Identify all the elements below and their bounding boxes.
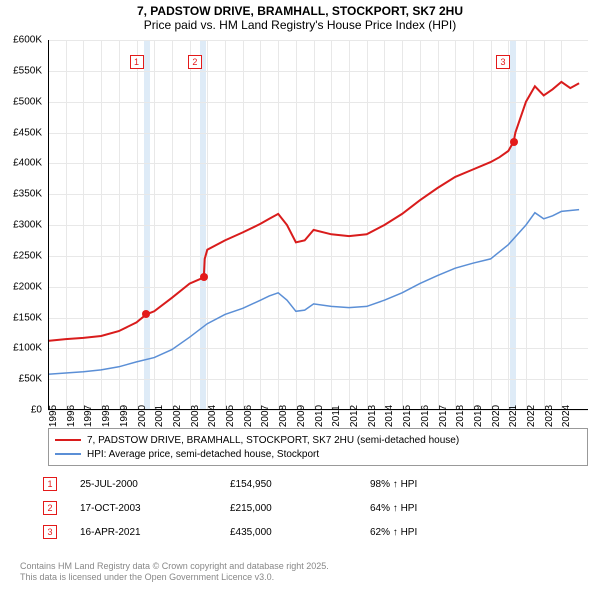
x-tick-label: 2006 (243, 405, 254, 427)
title-area: 7, PADSTOW DRIVE, BRAMHALL, STOCKPORT, S… (0, 0, 600, 34)
table-row: 2 17-OCT-2003£215,00064% ↑ HPI (20, 496, 580, 520)
chart-plot: 123 £0£50K£100K£150K£200K£250K£300K£350K… (48, 40, 588, 410)
sale-price: £154,950 (230, 479, 370, 490)
footer-line2: This data is licensed under the Open Gov… (20, 572, 329, 584)
y-axis (48, 40, 49, 410)
x-tick-label: 2008 (278, 405, 289, 427)
legend-row: HPI: Average price, semi-detached house,… (55, 447, 581, 461)
x-tick-label: 2010 (314, 405, 325, 427)
footer-line1: Contains HM Land Registry data © Crown c… (20, 561, 329, 573)
series-hpi (48, 210, 579, 375)
y-tick-label: £200K (0, 281, 42, 292)
x-tick-label: 2018 (455, 405, 466, 427)
y-tick-label: £300K (0, 220, 42, 231)
x-tick-label: 2022 (526, 405, 537, 427)
sale-pct: 62% ↑ HPI (370, 527, 550, 538)
table-row: 1 25-JUL-2000£154,95098% ↑ HPI (20, 472, 580, 496)
sale-pct: 98% ↑ HPI (370, 479, 550, 490)
x-tick-label: 2021 (508, 405, 519, 427)
table-marker-ref: 3 (43, 525, 57, 539)
sale-pct: 64% ↑ HPI (370, 503, 550, 514)
y-tick-label: £550K (0, 65, 42, 76)
legend-label: 7, PADSTOW DRIVE, BRAMHALL, STOCKPORT, S… (87, 435, 459, 446)
sale-table: 1 25-JUL-2000£154,95098% ↑ HPI 2 17-OCT-200… (20, 472, 580, 544)
y-tick-label: £450K (0, 127, 42, 138)
y-tick-label: £400K (0, 158, 42, 169)
sale-price: £215,000 (230, 503, 370, 514)
y-tick-label: £250K (0, 250, 42, 261)
sale-marker-1: 1 (130, 55, 144, 69)
x-tick-label: 2017 (438, 405, 449, 427)
legend-swatch (55, 453, 81, 455)
x-tick-label: 2016 (420, 405, 431, 427)
y-tick-label: £500K (0, 96, 42, 107)
y-tick-label: £350K (0, 189, 42, 200)
x-tick-label: 1996 (66, 405, 77, 427)
x-tick-label: 2012 (349, 405, 360, 427)
x-tick-label: 2015 (402, 405, 413, 427)
table-marker-ref: 2 (43, 501, 57, 515)
x-tick-label: 2013 (367, 405, 378, 427)
y-tick-label: £600K (0, 35, 42, 46)
sale-price: £435,000 (230, 527, 370, 538)
y-tick-label: £50K (0, 374, 42, 385)
x-tick-label: 2019 (473, 405, 484, 427)
title-line2: Price paid vs. HM Land Registry's House … (10, 18, 590, 32)
legend: 7, PADSTOW DRIVE, BRAMHALL, STOCKPORT, S… (48, 428, 588, 466)
series-price_paid (48, 82, 579, 341)
table-marker-ref: 1 (43, 477, 57, 491)
x-tick-label: 2023 (544, 405, 555, 427)
chart-lines (48, 40, 588, 410)
sale-date: 25-JUL-2000 (80, 479, 230, 490)
legend-swatch (55, 439, 81, 441)
chart-container: 7, PADSTOW DRIVE, BRAMHALL, STOCKPORT, S… (0, 0, 600, 590)
sale-marker-3: 3 (496, 55, 510, 69)
sale-point-2 (200, 273, 208, 281)
y-tick-label: £100K (0, 343, 42, 354)
x-tick-label: 2020 (491, 405, 502, 427)
table-row: 3 16-APR-2021£435,00062% ↑ HPI (20, 520, 580, 544)
sale-date: 16-APR-2021 (80, 527, 230, 538)
x-tick-label: 2001 (154, 405, 165, 427)
x-tick-label: 1998 (101, 405, 112, 427)
x-tick-label: 1997 (83, 405, 94, 427)
x-tick-label: 2007 (260, 405, 271, 427)
x-tick-label: 2009 (296, 405, 307, 427)
x-tick-label: 2005 (225, 405, 236, 427)
legend-label: HPI: Average price, semi-detached house,… (87, 449, 319, 460)
sale-marker-2: 2 (188, 55, 202, 69)
y-tick-label: £0 (0, 405, 42, 416)
sale-date: 17-OCT-2003 (80, 503, 230, 514)
x-tick-label: 1999 (119, 405, 130, 427)
sale-point-1 (142, 310, 150, 318)
title-line1: 7, PADSTOW DRIVE, BRAMHALL, STOCKPORT, S… (10, 4, 590, 18)
x-tick-label: 2014 (384, 405, 395, 427)
x-tick-label: 2000 (137, 405, 148, 427)
footer-attribution: Contains HM Land Registry data © Crown c… (20, 561, 329, 584)
legend-row: 7, PADSTOW DRIVE, BRAMHALL, STOCKPORT, S… (55, 433, 581, 447)
y-tick-label: £150K (0, 312, 42, 323)
x-tick-label: 1995 (48, 405, 59, 427)
x-tick-label: 2002 (172, 405, 183, 427)
sale-point-3 (510, 138, 518, 146)
x-tick-label: 2004 (207, 405, 218, 427)
x-tick-label: 2003 (190, 405, 201, 427)
x-tick-label: 2011 (331, 405, 342, 427)
x-tick-label: 2024 (561, 405, 572, 427)
